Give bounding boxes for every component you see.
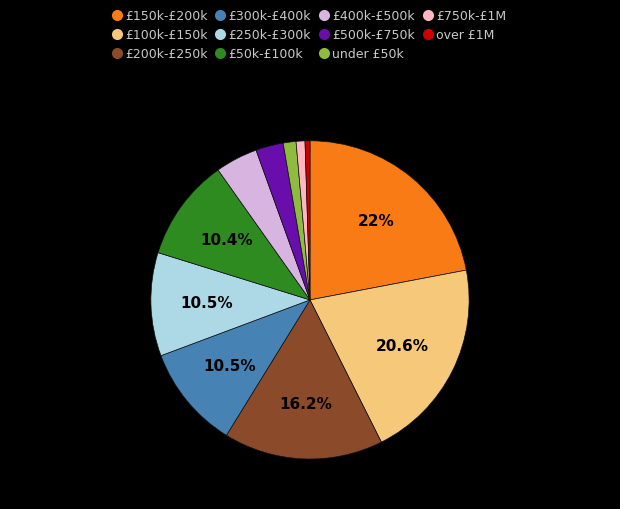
Wedge shape (310, 271, 469, 442)
Wedge shape (226, 300, 381, 459)
Wedge shape (283, 142, 310, 300)
Wedge shape (296, 142, 310, 300)
Wedge shape (161, 300, 310, 436)
Wedge shape (151, 253, 310, 356)
Wedge shape (256, 144, 310, 300)
Text: 10.5%: 10.5% (204, 358, 257, 373)
Text: 20.6%: 20.6% (376, 338, 429, 353)
Wedge shape (305, 142, 310, 300)
Text: 22%: 22% (358, 213, 394, 228)
Wedge shape (218, 151, 310, 300)
Text: 10.5%: 10.5% (180, 296, 233, 310)
Legend: £150k-£200k, £100k-£150k, £200k-£250k, £300k-£400k, £250k-£300k, £50k-£100k, £40: £150k-£200k, £100k-£150k, £200k-£250k, £… (110, 6, 510, 65)
Wedge shape (310, 142, 466, 300)
Text: 16.2%: 16.2% (279, 396, 332, 411)
Wedge shape (158, 171, 310, 300)
Text: 10.4%: 10.4% (200, 232, 252, 247)
